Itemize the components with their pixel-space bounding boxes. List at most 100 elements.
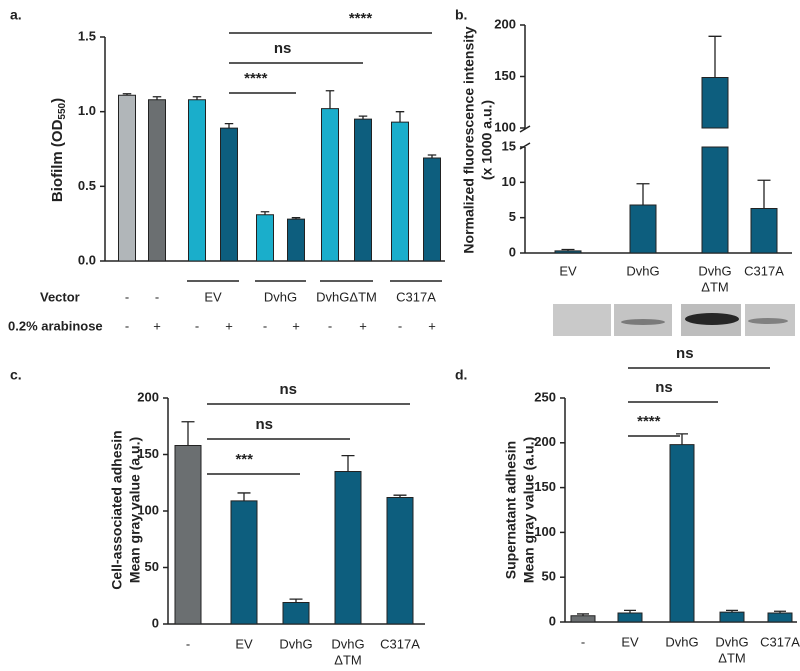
arabinose-label: - <box>398 318 402 333</box>
error-bar <box>237 492 251 501</box>
arabinose-label: + <box>359 318 367 333</box>
y-tick-label: 100 <box>534 524 556 539</box>
y-tick-label: 250 <box>534 389 556 404</box>
y-axis-label-subscript: 550 <box>57 102 68 119</box>
y-axis-label: Supernatant adhesin <box>503 441 519 579</box>
y-axis-label: Normalized fluorescence intensity <box>461 26 477 253</box>
y-axis-label: Mean gray value (a.u.) <box>127 437 143 583</box>
y-tick-label: 150 <box>494 68 516 83</box>
significance-label: ns <box>655 379 673 396</box>
y-tick-label: 0.5 <box>78 178 96 193</box>
vector-label: C317A <box>396 289 436 304</box>
y-tick-label: 150 <box>534 479 556 494</box>
y-tick-label: 100 <box>137 502 159 517</box>
error-bar <box>774 610 786 614</box>
y-axis-label: Cell-associated adhesin <box>109 430 125 590</box>
panel: b. 0 5 10 15 100 150 200 Normalized fluorescence… <box>455 7 792 294</box>
error-bar <box>358 115 368 120</box>
x-tick-label: EV <box>235 636 253 651</box>
arabinose-label: - <box>195 318 199 333</box>
western-blot <box>553 304 795 336</box>
error-bar <box>577 613 589 616</box>
vector-label: - <box>125 289 129 304</box>
error-bar <box>291 217 301 220</box>
x-tick-label: DvhG <box>331 636 364 651</box>
bar <box>174 444 202 625</box>
axis-break <box>519 125 531 133</box>
bar <box>354 118 372 262</box>
bar <box>669 444 695 623</box>
error-bar <box>152 96 162 100</box>
y-tick-label: 100 <box>494 119 516 134</box>
error-bar <box>325 90 335 109</box>
y-tick-label: 1.5 <box>78 28 96 43</box>
error-bar <box>757 179 771 209</box>
significance-label: **** <box>637 413 661 430</box>
row-label: 0.2% arabinose <box>8 318 103 333</box>
significance-label: **** <box>244 70 268 87</box>
x-tick-label: DvhG <box>698 263 731 278</box>
panel: c. 0 50 100 150 200 Cell-associated adhesin Mea… <box>10 367 425 667</box>
error-bar <box>224 122 234 129</box>
panel-label: a. <box>10 7 22 23</box>
bar <box>118 94 136 262</box>
x-tick-label: EV <box>559 263 577 278</box>
y-tick-label: 0.0 <box>78 252 96 267</box>
bar <box>386 496 414 625</box>
significance-label: **** <box>349 10 373 27</box>
bar <box>148 99 166 262</box>
significance-label: ns <box>279 381 297 398</box>
y-tick-label: 5 <box>509 209 516 224</box>
error-bar <box>561 248 575 251</box>
y-tick-label: 0 <box>549 613 556 628</box>
vector-label: - <box>155 289 159 304</box>
bar <box>321 108 339 262</box>
x-tick-label: C317A <box>380 636 420 651</box>
significance-label: *** <box>235 451 253 468</box>
error-bar <box>192 96 202 100</box>
x-tick-label: C317A <box>744 263 784 278</box>
y-tick-label: 50 <box>145 559 159 574</box>
y-axis-label: (x 1000 a.u.) <box>479 100 495 180</box>
bar <box>220 127 238 262</box>
x-tick-label: - <box>581 634 585 649</box>
error-bar <box>708 35 722 78</box>
axis-break <box>519 142 531 150</box>
error-bar <box>122 93 132 96</box>
bar <box>570 615 596 623</box>
error-bar <box>289 598 303 603</box>
bar <box>391 121 409 262</box>
bar <box>287 218 305 262</box>
vector-label: DvhG <box>264 289 297 304</box>
vector-label: EV <box>204 289 222 304</box>
x-tick-label: C317A <box>760 634 800 649</box>
bar <box>230 500 258 625</box>
x-tick-label: - <box>186 636 190 651</box>
panel: a. 0.0 0.5 1.0 1.5 Biofilm (OD550) Vector 0.2% … <box>8 7 445 333</box>
bar <box>719 611 745 623</box>
error-bar <box>726 609 738 613</box>
bar <box>554 250 582 254</box>
vector-label: DvhGΔTM <box>316 289 377 304</box>
row-label: Vector <box>40 289 80 304</box>
bar <box>750 207 778 254</box>
y-tick-label: 15 <box>502 138 516 153</box>
y-tick-label: 0 <box>152 615 159 630</box>
error-bar <box>181 421 195 446</box>
error-bar <box>393 494 407 498</box>
x-tick-label: DvhG <box>626 263 659 278</box>
bar <box>334 470 362 625</box>
bar <box>629 204 657 254</box>
y-axis-label: Biofilm (OD550) <box>49 98 68 202</box>
x-tick-label: ΔTM <box>718 650 745 665</box>
panel: d. 0 50 100 150 200 250 Supernatant adhesin Mean… <box>455 345 800 665</box>
y-tick-label: 1.0 <box>78 103 96 118</box>
y-tick-label: 150 <box>137 446 159 461</box>
bar <box>701 77 729 254</box>
y-axis-label: Mean gray value (a.u.) <box>521 437 537 583</box>
panel-label: b. <box>455 7 467 23</box>
arabinose-label: - <box>263 318 267 333</box>
bar <box>617 612 643 623</box>
